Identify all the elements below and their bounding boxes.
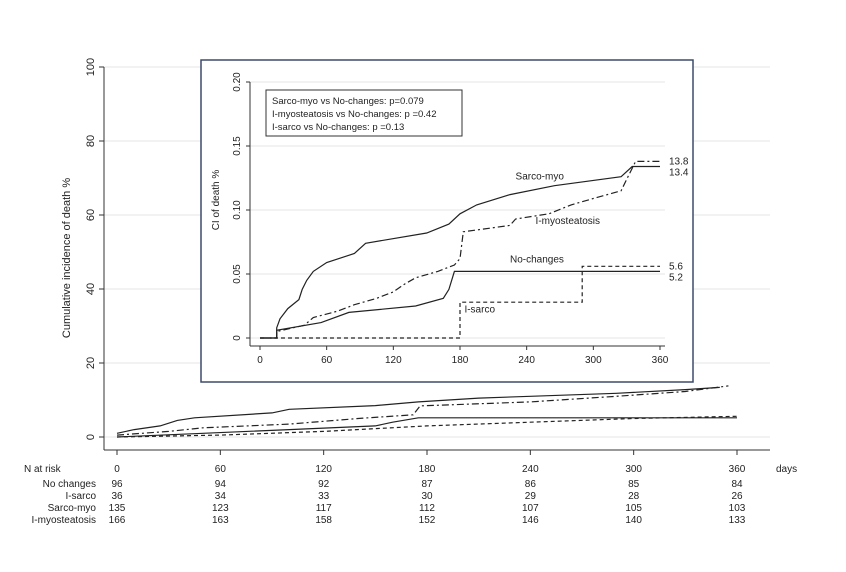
risk-table-cell: 105 [625,503,642,514]
inset-end-label: 13.8 [669,156,689,167]
inset-y-tick-label: 0.10 [232,200,243,220]
inset-series-annotation: I-sarco [464,304,495,315]
risk-table-unit: days [776,464,797,475]
risk-table-row-label: No changes [43,479,96,490]
risk-table-cell: 112 [419,503,435,514]
inset-series-i-myosteatosis [260,160,660,339]
risk-table-cell: 135 [109,503,126,514]
legend-entry: Sarco-myo vs No-changes: p=0.079 [272,96,424,107]
risk-table-cell: 28 [628,491,640,502]
risk-table-cell: 166 [109,515,126,526]
inset-y-tick-label: 0.05 [232,264,243,284]
main-y-tick-label: 100 [85,58,97,76]
risk-table-cell: 34 [215,491,227,502]
risk-table-cell: 158 [315,515,332,526]
inset-y-tick-label: 0 [232,335,243,341]
main-x-ticks [116,450,738,455]
risk-table-cell: 87 [421,479,433,490]
risk-table-column-header: 360 [729,464,746,475]
risk-table-column-header: 180 [419,464,436,475]
inset-x-tick-label: 180 [452,355,469,366]
inset-series-annotation: No-changes [510,254,564,265]
risk-table-header: N at risk [24,464,62,475]
main-y-ticks: 0 20 40 60 80 100 [85,58,104,440]
inset-x-tick-label: 120 [385,355,402,366]
inset-end-label: 13.4 [669,167,689,178]
risk-table-cell: 152 [419,515,436,526]
main-y-tick-label: 0 [85,434,97,440]
legend-entry: I-myosteatosis vs No-changes: p =0.42 [272,109,436,120]
risk-table-cell: 133 [729,515,746,526]
inset-x-tick-label: 360 [652,355,669,366]
risk-table-cell: 123 [212,503,229,514]
inset-y-axis-label: CI of death % [211,170,222,231]
main-y-tick-label: 60 [85,209,97,221]
risk-table-cell: 33 [318,491,330,502]
risk-table-column-header: 240 [522,464,539,475]
main-y-tick-label: 20 [85,357,97,369]
risk-table-cell: 107 [522,503,539,514]
inset-y-tick-label: 0.20 [232,72,243,92]
risk-table-cell: 84 [731,479,743,490]
risk-table-column-header: 120 [315,464,332,475]
risk-table-cell: 146 [522,515,539,526]
inset-end-labels: 13.813.4 5.65.2 [669,156,689,283]
risk-table-cell: 117 [316,503,332,514]
inset-y-tick-label: 0.15 [232,136,243,156]
risk-table-cell: 29 [525,491,537,502]
risk-table-cell: 163 [212,515,229,526]
risk-table-column-header: 60 [215,464,227,475]
main-y-tick-label: 40 [85,283,97,295]
inset-series-i-sarco [260,265,660,339]
main-series-lines [116,385,738,438]
risk-table-cell: 140 [625,515,642,526]
inset-y-ticks: 0 0.05 0.10 0.15 0.20 [232,72,250,341]
legend-entry: I-sarco vs No-changes: p =0.13 [272,122,404,133]
risk-table-column-header: 0 [114,464,120,475]
main-y-tick-label: 80 [85,135,97,147]
risk-table-cell: 92 [318,479,330,490]
inset-x-tick-label: 0 [257,355,263,366]
inset-annotations: Sarco-myo I-myosteatosis No-changes I-sarco [464,171,600,315]
main-y-axis-label: Cumulative incidence of death % [61,178,73,338]
risk-table-cell: 94 [215,479,227,490]
inset-end-label: 5.2 [669,272,683,283]
inset-x-tick-label: 240 [518,355,535,366]
risk-table-cell: 103 [729,503,746,514]
inset-x-tick-label: 300 [585,355,602,366]
inset-series-sarco-myo [260,165,660,339]
inset-x-ticks: 0 60 120 180 240 300 360 [257,346,669,366]
main-series-i-myosteatosis [116,385,729,436]
risk-table-cell: 26 [731,491,743,502]
risk-table-cell: 86 [525,479,537,490]
risk-table-row-label: Sarco-myo [48,503,97,514]
risk-table-cell: 96 [111,479,123,490]
main-series-no-changes [116,417,737,438]
inset-series-annotation: I-myosteatosis [536,216,600,227]
risk-table-row-label: I-sarco [65,491,96,502]
risk-table-cell: 30 [421,491,433,502]
risk-table-column-header: 300 [625,464,642,475]
inset-series-annotation: Sarco-myo [516,171,565,182]
main-series-i-sarco [116,415,738,438]
risk-table-row-label: I-myosteatosis [32,515,96,526]
inset-x-tick-label: 60 [321,355,333,366]
inset-series-no-changes [260,270,660,339]
inset-legend-box [265,89,463,137]
inset-end-label: 5.6 [669,261,683,272]
risk-table-cell: 85 [628,479,640,490]
inset-series-lines [260,160,660,339]
risk-table-cell: 36 [111,491,123,502]
main-series-sarco-myo [116,386,720,434]
risk-table: 0 60 120 180 240 300 360 No changes 96 94 92 87 86 85… [32,464,746,526]
